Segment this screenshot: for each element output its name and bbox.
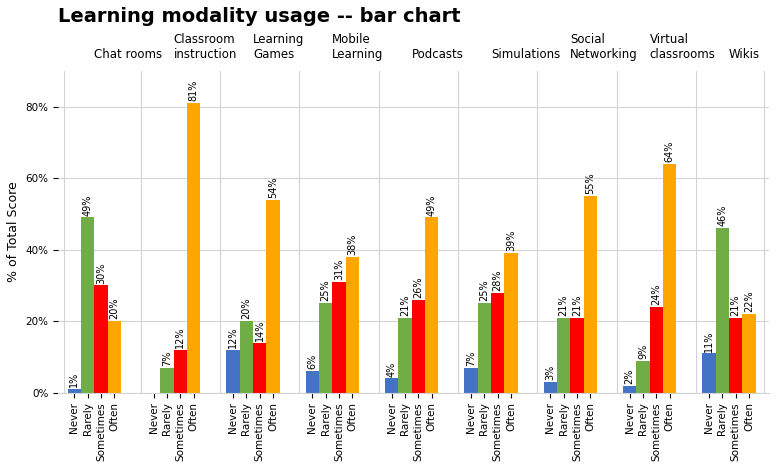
Text: 30%: 30% (96, 262, 106, 284)
Text: 38%: 38% (348, 234, 357, 255)
Bar (491, 292, 504, 393)
Text: 31%: 31% (334, 259, 344, 280)
Text: 7%: 7% (162, 351, 172, 366)
Bar (743, 314, 756, 393)
Bar (81, 218, 94, 393)
Bar (332, 282, 345, 393)
Y-axis label: % of Total Score: % of Total Score (7, 182, 20, 282)
Text: 25%: 25% (480, 280, 490, 301)
Bar (68, 389, 81, 393)
Bar (161, 368, 174, 393)
Bar (702, 353, 715, 393)
Text: 6%: 6% (307, 354, 317, 369)
Text: 21%: 21% (572, 294, 582, 316)
Bar (464, 368, 478, 393)
Bar (425, 218, 438, 393)
Text: 28%: 28% (493, 269, 503, 291)
Text: 49%: 49% (82, 194, 92, 216)
Text: 39%: 39% (506, 230, 516, 251)
Bar (227, 350, 240, 393)
Bar (240, 321, 253, 393)
Bar (715, 228, 729, 393)
Text: 21%: 21% (731, 294, 740, 316)
Text: 46%: 46% (717, 205, 727, 227)
Bar (306, 371, 319, 393)
Text: 14%: 14% (255, 320, 265, 341)
Text: 21%: 21% (559, 294, 569, 316)
Text: 20%: 20% (241, 298, 251, 319)
Bar (187, 103, 200, 393)
Bar (504, 253, 518, 393)
Text: 22%: 22% (744, 291, 754, 312)
Bar (345, 257, 359, 393)
Bar (544, 382, 557, 393)
Text: 1%: 1% (69, 372, 79, 388)
Text: 24%: 24% (651, 284, 661, 305)
Bar (319, 303, 332, 393)
Text: 12%: 12% (228, 327, 238, 348)
Bar (478, 303, 491, 393)
Text: 64%: 64% (665, 140, 674, 162)
Text: 4%: 4% (386, 361, 397, 377)
Bar (411, 300, 425, 393)
Text: 3%: 3% (546, 365, 556, 380)
Bar (385, 379, 398, 393)
Text: 49%: 49% (427, 194, 437, 216)
Text: 20%: 20% (109, 298, 120, 319)
Text: 26%: 26% (414, 277, 424, 298)
Bar (398, 318, 411, 393)
Bar (663, 164, 677, 393)
Bar (266, 199, 279, 393)
Text: 21%: 21% (400, 294, 410, 316)
Text: 11%: 11% (704, 330, 714, 351)
Bar (94, 285, 108, 393)
Text: 12%: 12% (175, 327, 185, 348)
Text: Learning modality usage -- bar chart: Learning modality usage -- bar chart (58, 7, 461, 26)
Bar (636, 360, 650, 393)
Bar (650, 307, 663, 393)
Text: 54%: 54% (268, 176, 278, 198)
Bar (570, 318, 584, 393)
Bar (253, 343, 266, 393)
Bar (623, 386, 636, 393)
Text: 55%: 55% (585, 173, 595, 194)
Text: 7%: 7% (466, 351, 476, 366)
Text: 81%: 81% (189, 80, 199, 101)
Bar (108, 321, 121, 393)
Text: 25%: 25% (320, 280, 331, 301)
Bar (584, 196, 597, 393)
Bar (174, 350, 187, 393)
Text: 2%: 2% (625, 368, 635, 384)
Bar (729, 318, 743, 393)
Bar (557, 318, 570, 393)
Text: 9%: 9% (638, 344, 648, 359)
